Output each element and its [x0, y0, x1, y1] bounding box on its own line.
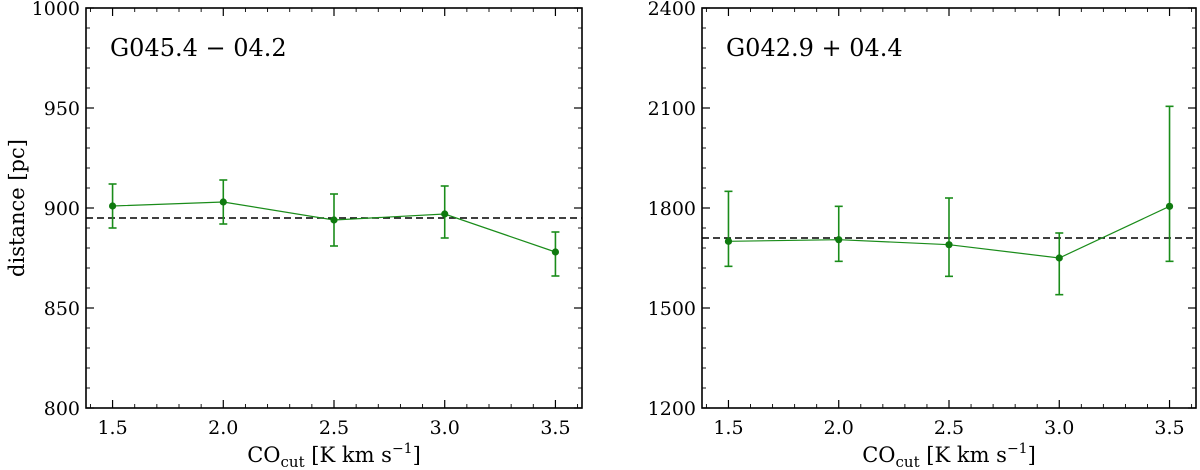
data-point — [219, 198, 227, 206]
x-axis-label-units: [K km s — [305, 443, 392, 467]
x-tick-label: 2.5 — [319, 417, 349, 439]
x-tick-label: 3.5 — [540, 417, 570, 439]
chart-panel-1: 1.5 2.0 2.5 3.0 3.5 800 850 900 950 1000 G045.4 − … — [5, 0, 583, 470]
panel-title: G045.4 − 04.2 — [110, 34, 287, 62]
x-axis-label-main: CO — [862, 443, 895, 467]
error-bar — [724, 190, 733, 268]
x-axis-label-sub: cut — [896, 453, 920, 470]
error-bar — [1055, 232, 1064, 296]
y-tick-label: 1800 — [648, 198, 696, 220]
x-axis-label-units: [K km s — [920, 443, 1007, 467]
x-axis-label-end: ] — [413, 443, 421, 467]
y-tick-label: 950 — [44, 98, 80, 120]
x-tick-label: 1.5 — [97, 417, 127, 439]
x-tick-label: 2.0 — [208, 417, 238, 439]
data-point — [330, 216, 338, 224]
x-axis-label: COcut [K km s−1] — [862, 441, 1036, 470]
y-tick-label: 900 — [44, 198, 80, 220]
data-point — [1165, 202, 1174, 210]
x-tick-label: 3.0 — [430, 417, 460, 439]
y-tick-label: 1200 — [648, 398, 696, 420]
x-tick-label: 2.0 — [824, 417, 854, 439]
x-tick-label: 2.5 — [934, 417, 964, 439]
data-point — [441, 210, 449, 218]
data-point — [945, 241, 953, 249]
data-point — [724, 237, 733, 245]
error-bar — [834, 205, 843, 263]
y-tick-label: 2400 — [648, 0, 696, 20]
chart-panel-2: 1.5 2.0 2.5 3.0 3.5 1200 1500 1800 2100 2400 G042.… — [648, 0, 1197, 470]
x-axis-label-main: CO — [247, 443, 280, 467]
data-point — [108, 202, 117, 210]
data-point — [551, 248, 560, 256]
y-axis-label: distance [pc] — [5, 139, 29, 277]
y-tick-label: 1500 — [648, 298, 696, 320]
x-tick-label: 1.5 — [713, 417, 743, 439]
x-axis-label-sup: −1 — [1007, 441, 1028, 457]
x-axis-label: COcut [K km s−1] — [247, 441, 421, 470]
y-tick-label: 850 — [44, 298, 80, 320]
y-tick-label: 800 — [44, 398, 80, 420]
x-tick-label: 3.5 — [1154, 417, 1184, 439]
error-bar — [945, 197, 953, 278]
x-axis-label-sup: −1 — [392, 441, 413, 457]
error-bar — [1165, 105, 1174, 263]
y-tick-label: 2100 — [648, 98, 696, 120]
panel-title: G042.9 + 04.4 — [726, 34, 903, 62]
data-point — [835, 236, 843, 244]
y-tick-label: 1000 — [32, 0, 80, 20]
data-point — [1055, 254, 1063, 262]
x-axis-label-sub: cut — [281, 453, 305, 470]
x-axis-label-end: ] — [1028, 443, 1036, 467]
x-tick-label: 3.0 — [1044, 417, 1074, 439]
